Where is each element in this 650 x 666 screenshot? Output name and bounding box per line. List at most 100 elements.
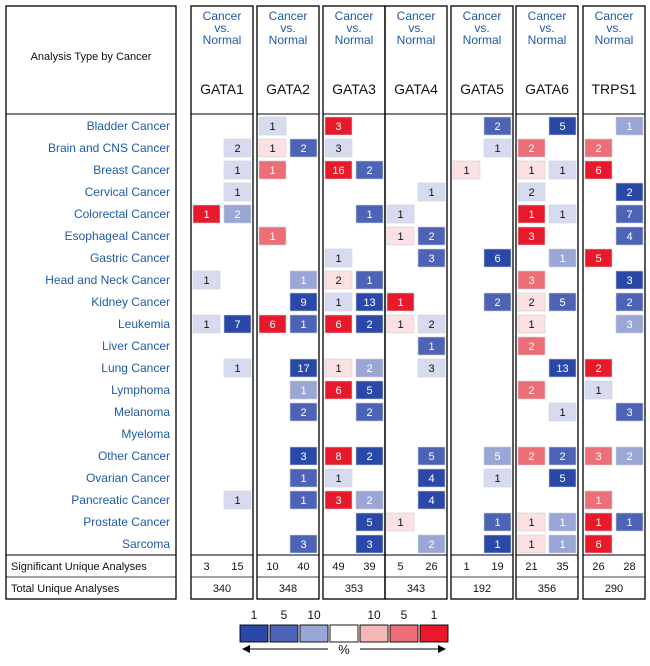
cell-value: 2 (300, 407, 306, 419)
cancer-label: Prostate Cancer (83, 515, 170, 529)
cell-value: 1 (528, 517, 534, 529)
cell-value: 2 (494, 121, 500, 133)
cell-value: 2 (428, 539, 434, 551)
heat-cell (355, 534, 384, 554)
cell-value: 2 (528, 143, 534, 155)
cell-value: 2 (626, 451, 632, 463)
cell-value: 17 (297, 363, 309, 375)
heat-cell (548, 358, 577, 378)
heat-cell (548, 512, 577, 532)
comparison-label: vs. (539, 21, 554, 35)
cell-value: 1 (463, 165, 469, 177)
cell-value: 1 (528, 319, 534, 331)
comparison-label: vs. (214, 21, 229, 35)
cell-value: 1 (397, 319, 403, 331)
cell-value: 2 (528, 341, 534, 353)
gene-column-border (256, 5, 320, 600)
cell-value: 1 (269, 165, 275, 177)
significant-value: 3 (203, 561, 209, 573)
heat-cell (483, 248, 512, 268)
heat-cell (615, 446, 644, 466)
header-label: Analysis Type by Cancer (31, 51, 152, 63)
heat-cell (483, 292, 512, 312)
cancer-label: Brain and CNS Cancer (48, 141, 170, 155)
heat-cell (548, 292, 577, 312)
cancer-label: Head and Neck Cancer (45, 273, 170, 287)
cell-value: 1 (559, 407, 565, 419)
heat-cell (355, 358, 384, 378)
gene-label: GATA2 (266, 81, 310, 97)
significant-value: 40 (297, 561, 309, 573)
significant-value: 5 (397, 561, 403, 573)
cell-value: 1 (234, 187, 240, 199)
heat-cell (386, 292, 415, 312)
heat-cell (258, 226, 287, 246)
cell-value: 13 (363, 297, 375, 309)
cell-value: 1 (595, 517, 601, 529)
cell-value: 1 (335, 297, 341, 309)
heat-cell (517, 226, 546, 246)
comparison-label: vs. (606, 21, 621, 35)
heat-cell (223, 182, 252, 202)
cell-value: 3 (300, 539, 306, 551)
legend-arrowhead-right (438, 645, 446, 653)
heat-cell (258, 160, 287, 180)
cell-value: 2 (528, 297, 534, 309)
cell-value: 3 (428, 253, 434, 265)
cell-value: 1 (428, 187, 434, 199)
cell-value: 4 (428, 495, 434, 507)
gene-column-border (384, 5, 448, 600)
cell-value: 1 (559, 253, 565, 265)
heat-cell (584, 160, 613, 180)
cell-value: 1 (300, 385, 306, 397)
cell-value: 1 (335, 363, 341, 375)
heat-cell (615, 116, 644, 136)
cell-value: 5 (366, 385, 372, 397)
cancer-label: Ovarian Cancer (86, 471, 170, 485)
cell-value: 2 (366, 451, 372, 463)
comparison-label: vs. (280, 21, 295, 35)
heat-cell (548, 116, 577, 136)
cancer-label: Kidney Cancer (91, 295, 170, 309)
cell-value: 1 (269, 143, 275, 155)
cell-value: 9 (300, 297, 306, 309)
cell-value: 1 (300, 473, 306, 485)
legend-arrowhead-left (242, 645, 250, 653)
comparison-label: vs. (408, 21, 423, 35)
heat-cell (483, 534, 512, 554)
cell-value: 2 (626, 187, 632, 199)
legend-swatch (359, 624, 389, 643)
cell-value: 3 (528, 231, 534, 243)
total-value: 356 (538, 583, 556, 595)
heat-cell (289, 468, 318, 488)
heat-cell (386, 512, 415, 532)
cell-value: 2 (494, 297, 500, 309)
heat-cell (324, 292, 353, 312)
heat-cell (289, 358, 318, 378)
significant-value: 35 (556, 561, 568, 573)
gene-label: GATA3 (332, 81, 376, 97)
cell-value: 2 (366, 495, 372, 507)
cell-value: 2 (335, 275, 341, 287)
comparison-label: vs. (346, 21, 361, 35)
comparison-label: Normal (203, 33, 242, 47)
cancer-label: Colorectal Cancer (74, 207, 170, 221)
significant-value: 21 (525, 561, 537, 573)
cell-value: 1 (528, 539, 534, 551)
total-value: 340 (213, 583, 231, 595)
heat-cell (386, 204, 415, 224)
gene-label: GATA6 (525, 81, 569, 97)
heat-cell (324, 248, 353, 268)
heat-cell (289, 314, 318, 334)
comparison-label: Normal (463, 33, 502, 47)
heat-cell (324, 358, 353, 378)
legend-label: 1 (431, 608, 438, 622)
cell-value: 1 (397, 517, 403, 529)
cell-value: 6 (494, 253, 500, 265)
significant-value: 1 (463, 561, 469, 573)
heat-cell (355, 160, 384, 180)
cell-value: 1 (559, 539, 565, 551)
significant-value: 26 (425, 561, 437, 573)
comparison-label: Cancer (203, 9, 242, 23)
